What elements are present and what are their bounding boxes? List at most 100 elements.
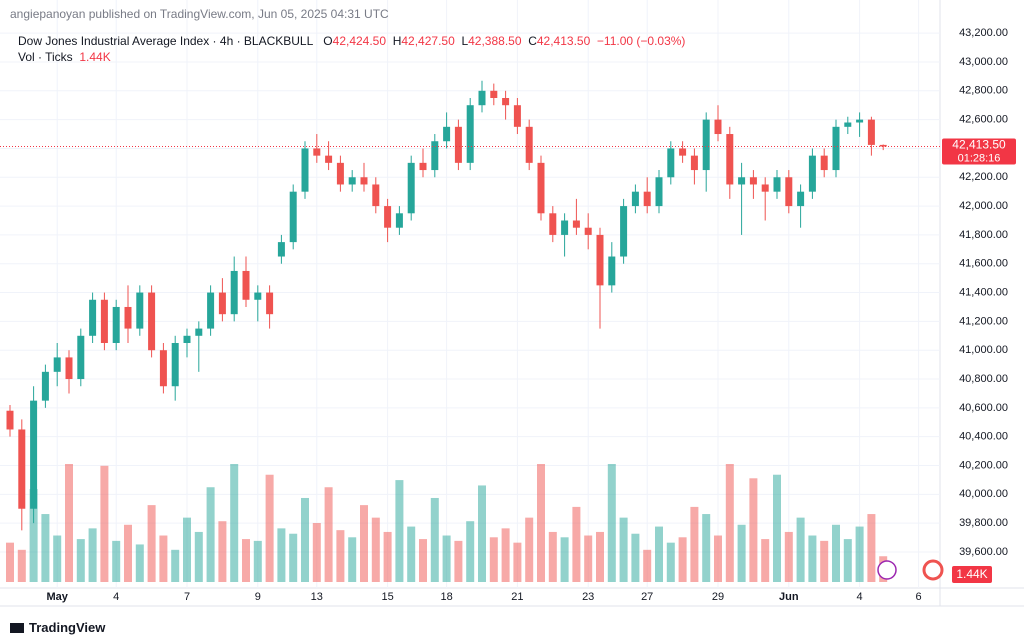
candle-body [41, 371, 49, 401]
candle-body [136, 292, 144, 329]
candle-body [490, 90, 498, 98]
volume-bar [761, 539, 770, 582]
volume-bar [277, 528, 286, 582]
volume-bar [29, 489, 38, 582]
legend: Dow Jones Industrial Average Index · 4h … [18, 34, 685, 48]
candle-body [749, 177, 757, 185]
volume-bar [53, 535, 62, 582]
volume-tag [952, 566, 992, 583]
volume-bar [548, 531, 557, 582]
candle-body [443, 126, 451, 142]
candle-body [785, 177, 793, 207]
candle-body [761, 184, 769, 192]
candle-body [112, 306, 120, 343]
candle-body [714, 119, 722, 135]
volume-bar [194, 531, 203, 582]
candle-body [513, 105, 521, 127]
flag-icon [922, 559, 944, 581]
price-tag [942, 138, 1016, 165]
volume-bar [159, 535, 168, 582]
volume-bar [218, 521, 227, 582]
brand-text: TradingView [29, 620, 106, 635]
y-tick-label: 43,000.00 [959, 56, 1008, 68]
volume-bar [171, 549, 180, 582]
volume-bar [560, 537, 569, 582]
volume-bar [419, 539, 427, 582]
y-tick-label: 42,000.00 [959, 200, 1008, 212]
volume-bar [513, 542, 522, 582]
ohlc-value: 42,388.50 [468, 34, 522, 48]
volume-bar [41, 514, 50, 582]
candle-body [301, 148, 309, 192]
y-tick-label: 39,600.00 [959, 546, 1008, 558]
volume-bar [596, 531, 604, 582]
y-tick-label: 42,200.00 [959, 171, 1008, 183]
candle-body [230, 270, 238, 315]
x-tick-label: 23 [582, 591, 594, 603]
candle-body [348, 177, 356, 185]
volume-bar [666, 542, 675, 582]
volume-bar [242, 539, 250, 582]
candle-body [30, 400, 38, 509]
candle-body [395, 213, 403, 228]
candle-body [478, 90, 486, 106]
ohlc-key: L [461, 34, 469, 48]
volume-tag-label: 1.44K [956, 567, 987, 581]
candle-body [584, 227, 592, 235]
volume-bar [820, 540, 829, 582]
logo [10, 623, 24, 633]
candle-body [726, 134, 734, 185]
volume-bar [619, 517, 628, 582]
volume-bar [100, 465, 109, 582]
candle-body [466, 105, 474, 163]
candle-body [77, 335, 85, 380]
candle-body [277, 242, 285, 257]
volume-bar [454, 540, 463, 582]
volume-bar [360, 505, 368, 582]
x-tick-label: 9 [255, 591, 261, 603]
candle-body [207, 292, 215, 329]
candle-body [336, 162, 344, 185]
volume-bar [690, 506, 699, 582]
y-tick-label: 41,800.00 [959, 229, 1008, 241]
candle-body [325, 155, 333, 163]
volume-bar [489, 537, 498, 582]
y-tick-label: 40,800.00 [959, 373, 1008, 385]
volume-bar [607, 464, 616, 582]
candle-body [89, 299, 97, 336]
volume-bar [749, 478, 758, 582]
ohlc-key: H [392, 34, 402, 48]
y-tick-label: 41,200.00 [959, 315, 1008, 327]
candle-body [832, 126, 840, 171]
volume-value: 1.44K [79, 50, 111, 64]
candle-body [879, 144, 887, 147]
ohlc-key: C [528, 34, 537, 48]
x-tick-label: 27 [641, 591, 653, 603]
ohlc-key: O [323, 34, 333, 48]
footer-brand[interactable]: TradingView [10, 620, 105, 635]
volume-bar [478, 485, 486, 582]
candle-body [820, 155, 828, 171]
candle-body [561, 220, 569, 235]
volume-bar [383, 531, 392, 582]
volume-bar [655, 526, 663, 582]
volume-bar [124, 524, 132, 582]
volume-bar [737, 524, 746, 582]
y-tick-label: 41,000.00 [959, 344, 1008, 356]
volume-bar [855, 526, 864, 582]
countdown: 01:28:16 [958, 152, 1001, 164]
candle-body [100, 299, 108, 343]
candle-body [808, 155, 816, 192]
candle-body [773, 177, 781, 192]
candle-body [867, 119, 875, 145]
volume-legend: Vol · Ticks 1.44K [18, 50, 111, 64]
candle-body [254, 292, 262, 300]
candle-body [655, 177, 663, 207]
volume-bar [348, 537, 357, 582]
volume-bar [466, 521, 475, 582]
candle-body [620, 206, 628, 257]
volume-bar [17, 549, 26, 582]
volume-bar [832, 524, 840, 582]
candle-body [596, 234, 604, 286]
